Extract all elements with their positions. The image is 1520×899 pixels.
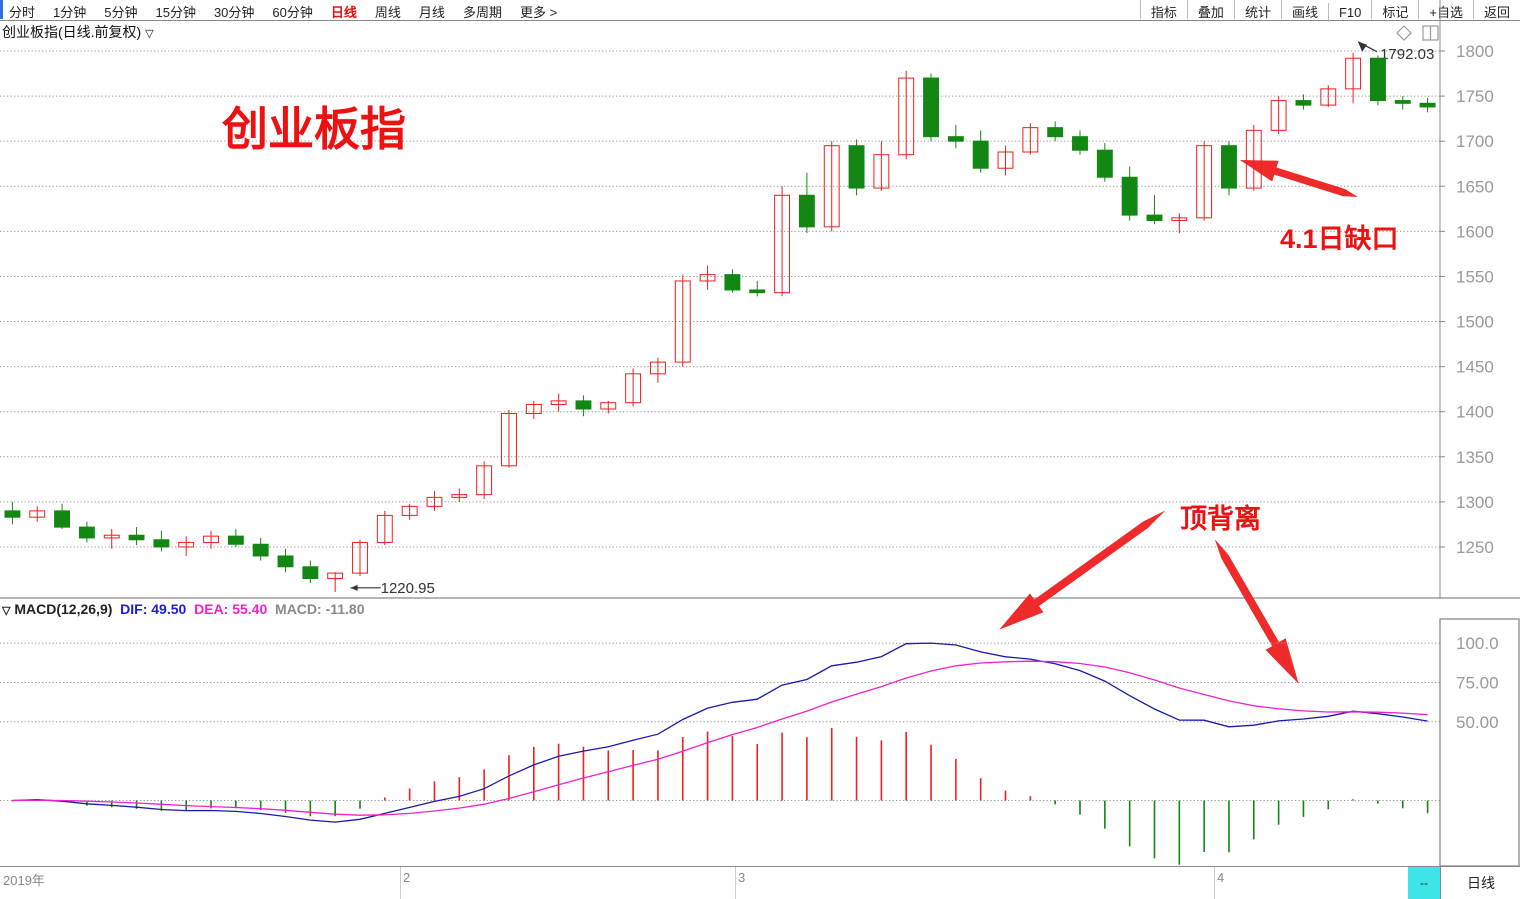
svg-text:50.00: 50.00 <box>1456 713 1499 732</box>
svg-text:1500: 1500 <box>1456 313 1494 332</box>
svg-text:75.00: 75.00 <box>1456 673 1499 692</box>
svg-text:创业板指: 创业板指 <box>222 103 406 155</box>
svg-text:1220.95: 1220.95 <box>381 580 435 597</box>
svg-text:1700: 1700 <box>1456 132 1494 151</box>
svg-text:1400: 1400 <box>1456 403 1494 422</box>
svg-text:4.1日缺口: 4.1日缺口 <box>1280 224 1399 254</box>
svg-text:1800: 1800 <box>1456 42 1494 61</box>
svg-text:1650: 1650 <box>1456 177 1494 196</box>
svg-text:1250: 1250 <box>1456 538 1494 557</box>
svg-text:1550: 1550 <box>1456 267 1494 286</box>
svg-text:1750: 1750 <box>1456 87 1494 106</box>
svg-text:1350: 1350 <box>1456 448 1494 467</box>
svg-text:1300: 1300 <box>1456 493 1494 512</box>
svg-text:1792.03: 1792.03 <box>1380 46 1434 63</box>
svg-text:顶背离: 顶背离 <box>1180 503 1261 534</box>
svg-text:1600: 1600 <box>1456 222 1494 241</box>
svg-text:100.0: 100.0 <box>1456 634 1499 653</box>
svg-text:1450: 1450 <box>1456 358 1494 377</box>
